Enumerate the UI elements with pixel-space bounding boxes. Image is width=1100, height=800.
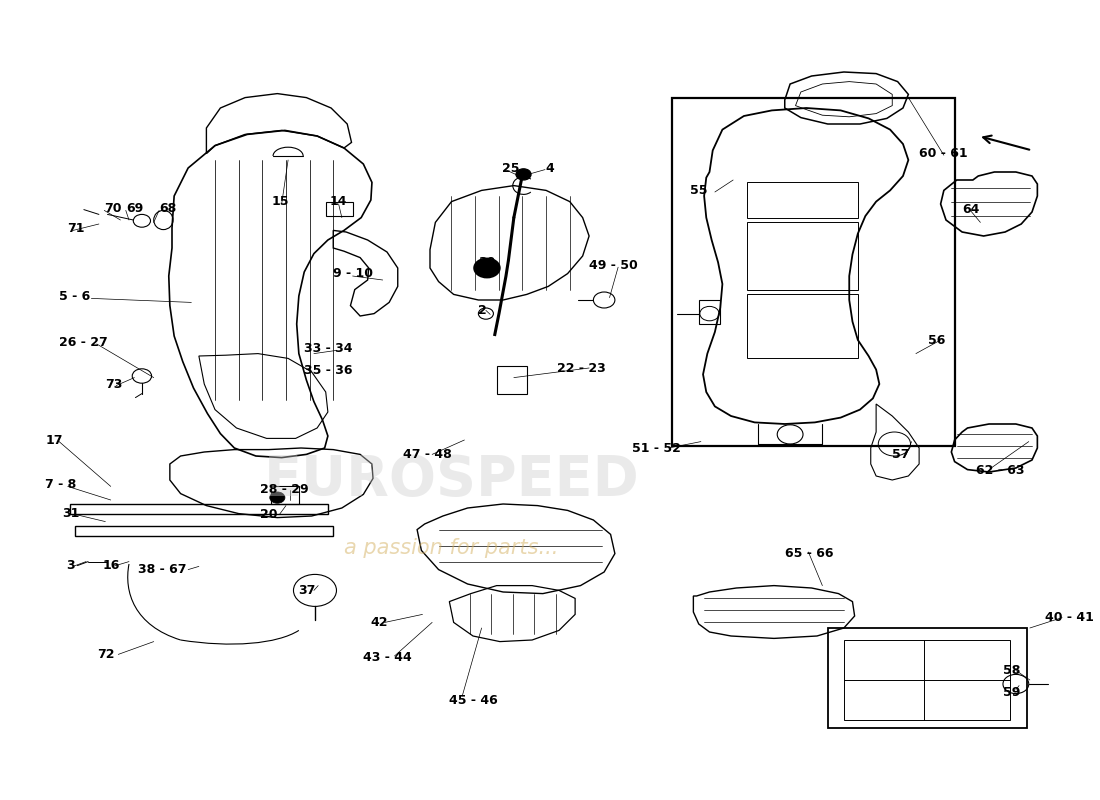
Text: 72: 72 xyxy=(97,648,114,661)
Text: 69: 69 xyxy=(125,202,143,214)
Text: 70: 70 xyxy=(104,202,122,214)
Circle shape xyxy=(270,492,285,503)
Text: 45 - 46: 45 - 46 xyxy=(449,694,498,706)
Text: 22 - 23: 22 - 23 xyxy=(557,362,606,374)
Text: 28 - 29: 28 - 29 xyxy=(260,483,309,496)
Text: 4: 4 xyxy=(544,162,553,174)
Text: 26 - 27: 26 - 27 xyxy=(59,336,108,349)
Text: 68: 68 xyxy=(160,202,176,214)
Text: EUROSPEED: EUROSPEED xyxy=(264,453,639,507)
Text: 47 - 48: 47 - 48 xyxy=(403,448,452,461)
Text: 60 - 61: 60 - 61 xyxy=(920,147,968,160)
Text: 59: 59 xyxy=(1003,686,1021,698)
Text: 65 - 66: 65 - 66 xyxy=(784,547,833,560)
Text: 37: 37 xyxy=(298,584,315,597)
Text: 73: 73 xyxy=(106,378,123,390)
Text: 2: 2 xyxy=(478,304,487,317)
Text: 40 - 41: 40 - 41 xyxy=(1045,611,1093,624)
Text: 71: 71 xyxy=(67,222,84,234)
Text: 38 - 67: 38 - 67 xyxy=(138,563,186,576)
Text: 51 - 52: 51 - 52 xyxy=(632,442,681,454)
Text: 30: 30 xyxy=(478,256,496,269)
Text: 7 - 8: 7 - 8 xyxy=(45,478,76,491)
Text: 15: 15 xyxy=(272,195,289,208)
Text: a passion for parts...: a passion for parts... xyxy=(344,538,559,558)
Text: 33 - 34: 33 - 34 xyxy=(305,342,353,354)
Circle shape xyxy=(516,169,531,180)
Text: 56: 56 xyxy=(927,334,945,346)
Text: 16: 16 xyxy=(102,559,120,572)
Circle shape xyxy=(474,258,499,278)
Text: 17: 17 xyxy=(45,434,63,446)
Text: 5 - 6: 5 - 6 xyxy=(59,290,90,302)
Text: 14: 14 xyxy=(330,195,348,208)
Text: 42: 42 xyxy=(371,616,388,629)
Text: 3: 3 xyxy=(67,559,75,572)
Text: 58: 58 xyxy=(1003,664,1021,677)
Text: 55: 55 xyxy=(690,184,707,197)
Text: 49 - 50: 49 - 50 xyxy=(590,259,638,272)
Text: 35 - 36: 35 - 36 xyxy=(305,364,353,377)
Text: 57: 57 xyxy=(892,448,910,461)
Text: 31: 31 xyxy=(63,507,79,520)
Text: 43 - 44: 43 - 44 xyxy=(363,651,412,664)
Text: 64: 64 xyxy=(962,203,979,216)
Text: 25: 25 xyxy=(502,162,519,174)
Text: 62 - 63: 62 - 63 xyxy=(976,464,1024,477)
Text: 20: 20 xyxy=(260,508,277,521)
Text: 9 - 10: 9 - 10 xyxy=(333,267,373,280)
